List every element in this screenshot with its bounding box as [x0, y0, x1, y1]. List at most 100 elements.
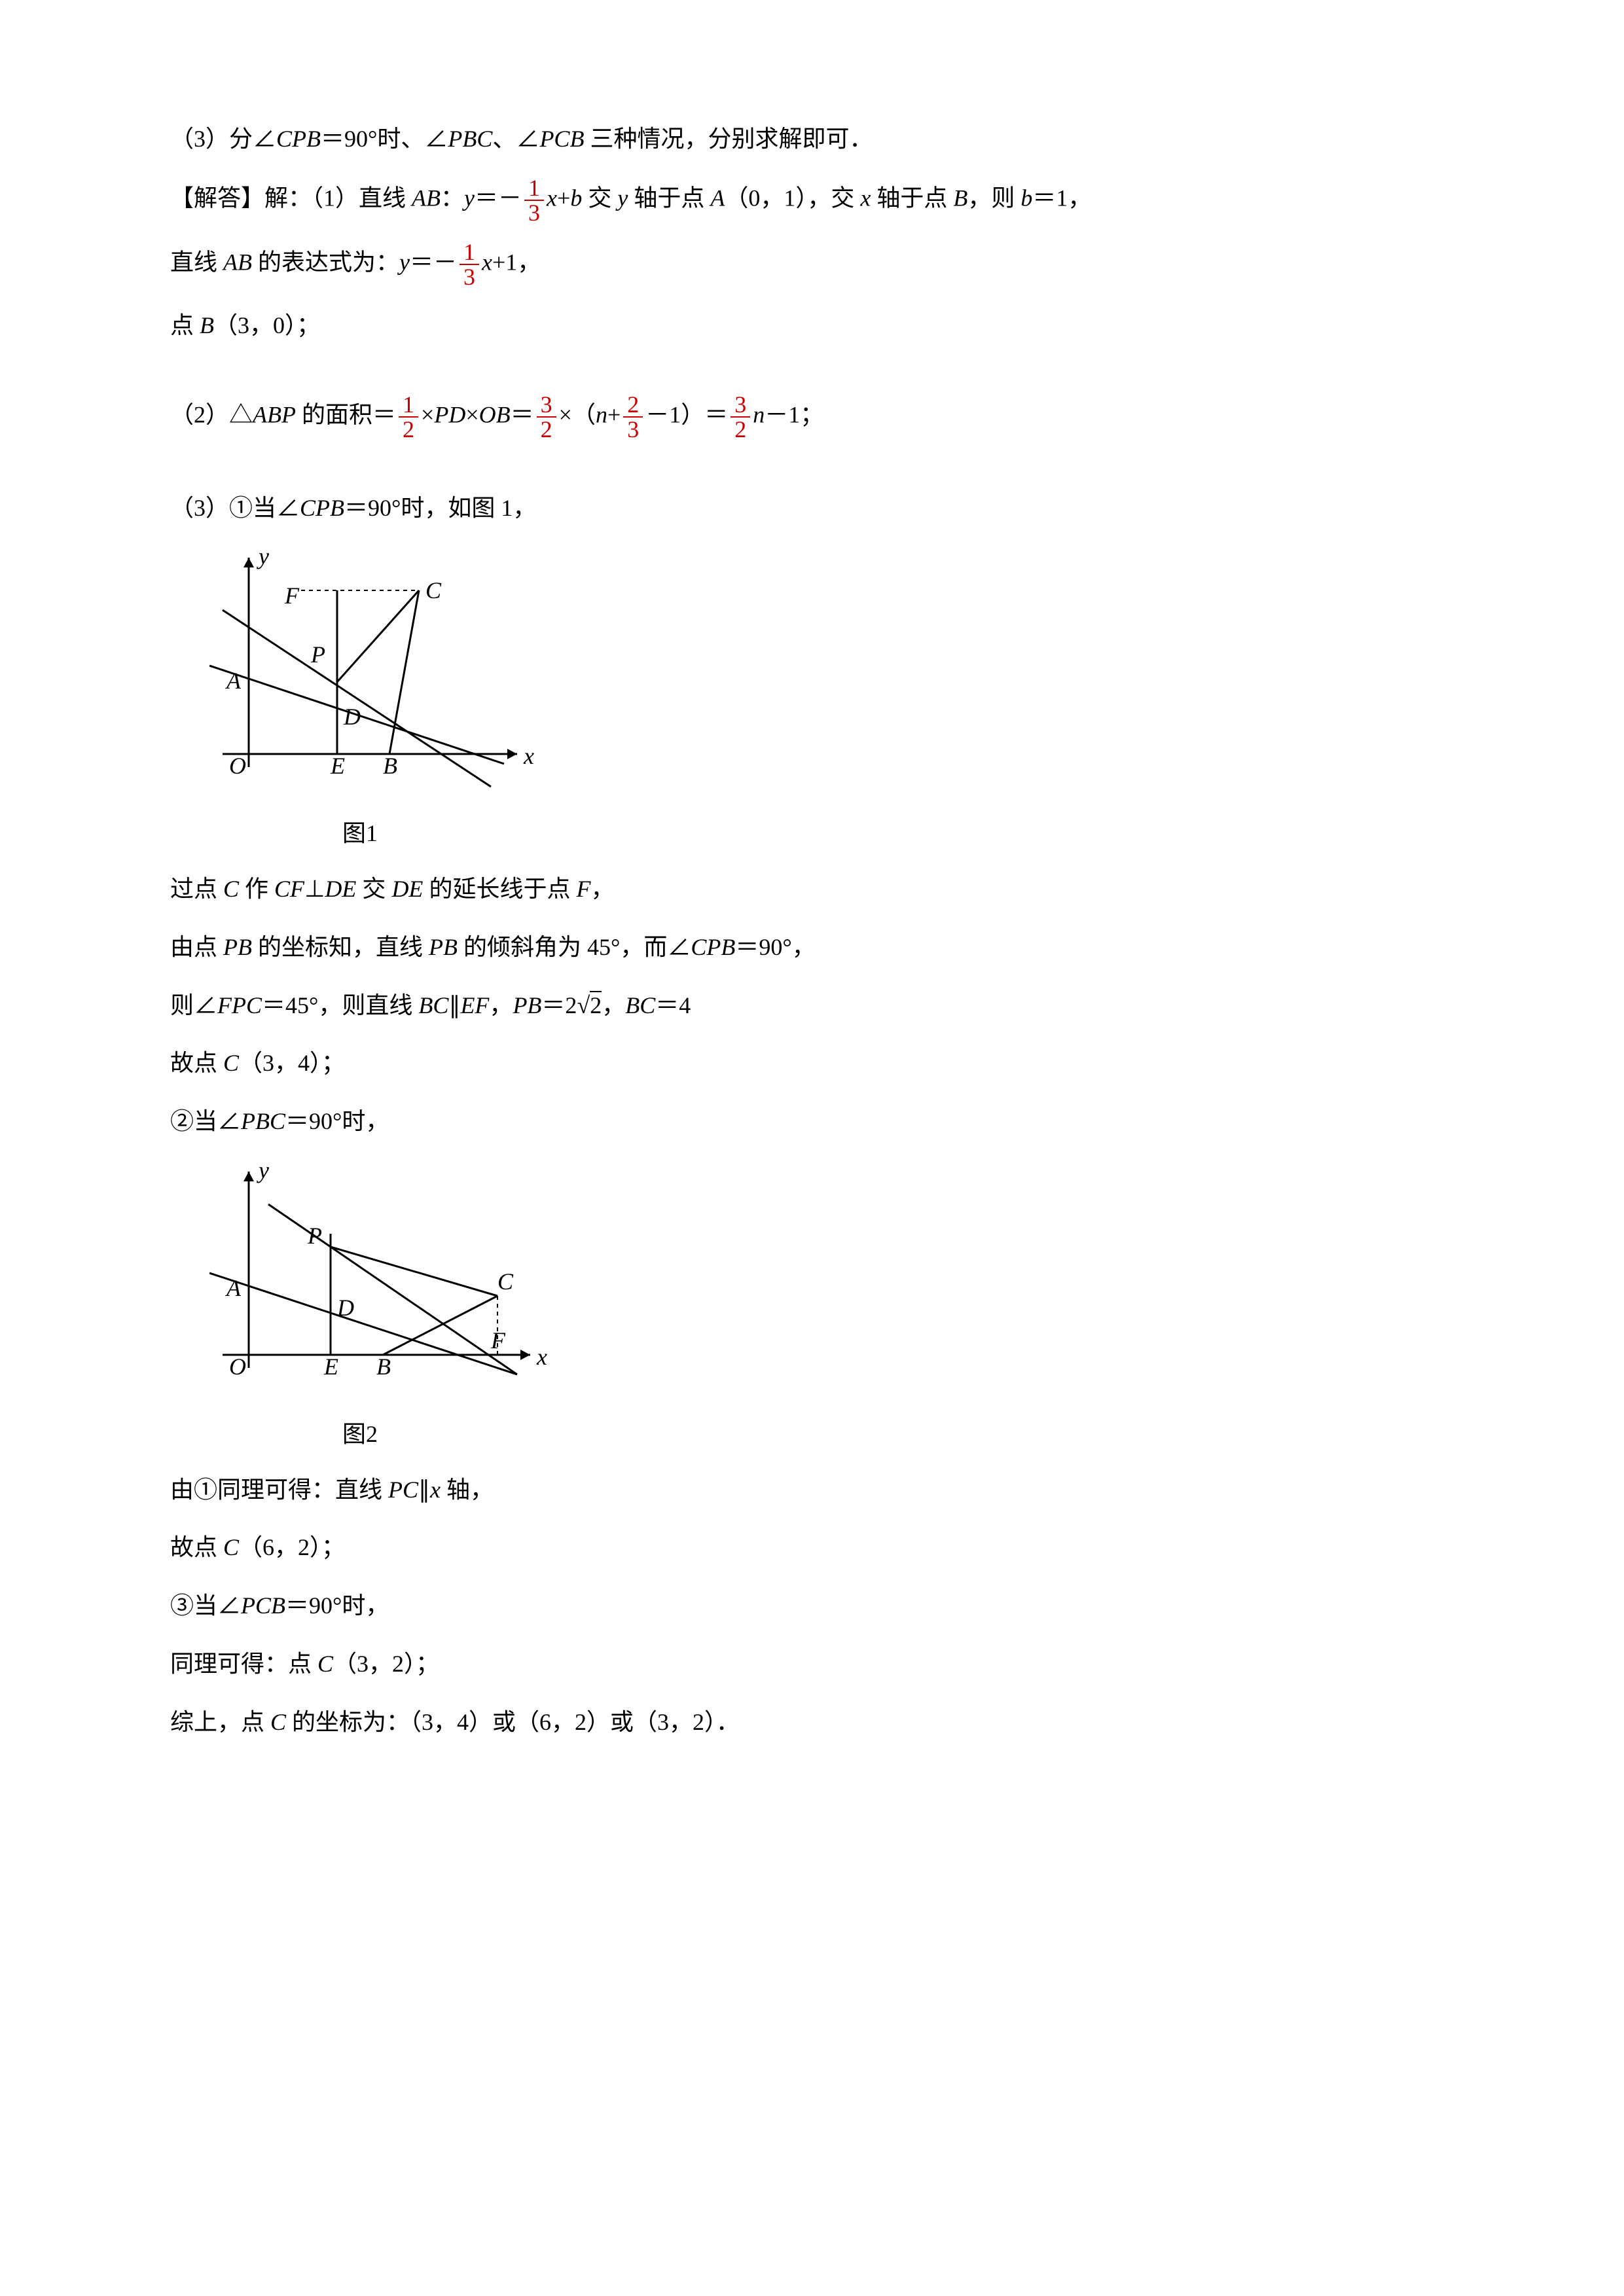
var-pc: PC [388, 1477, 418, 1503]
var-cpb: CPB [300, 495, 344, 521]
figure-1-svg: x y O E B D A P C F [209, 545, 537, 793]
svg-text:C: C [497, 1268, 514, 1295]
svg-text:P: P [310, 641, 325, 668]
solution-3-case3: ③当∠PCB＝90°时， [170, 1585, 1454, 1627]
denominator: 2 [399, 418, 418, 441]
text: ， [489, 992, 513, 1018]
var-c: C [223, 1050, 239, 1076]
figure-2-caption: 图2 [209, 1413, 511, 1456]
denominator: 2 [537, 418, 556, 441]
svg-text:D: D [343, 704, 361, 730]
var-cf: CF [274, 876, 304, 902]
text: 同理可得：点 [170, 1651, 317, 1677]
var-y: y [399, 249, 410, 275]
solution-3-line-a: 过点 C 作 CF⊥DE 交 DE 的延长线于点 F， [170, 868, 1454, 910]
text: （2）△ [170, 401, 253, 427]
svg-text:D: D [336, 1295, 354, 1321]
solution-3-case1: （3）①当∠CPB＝90°时，如图 1， [170, 487, 1454, 529]
text: ＝90°时、∠ [321, 126, 448, 152]
var-b: b [570, 185, 582, 211]
figure-2-svg: x y O E B A D P C F [209, 1158, 550, 1394]
var-b: B [953, 185, 967, 211]
denominator: 3 [460, 265, 479, 289]
text: ＝－ [410, 249, 457, 275]
var-f: F [576, 876, 590, 902]
var-c: C [223, 1534, 239, 1560]
solution-3-case2-b: 故点 C（6，2）； [170, 1526, 1454, 1569]
var-pb: PB [223, 934, 252, 960]
var-x: x [860, 185, 871, 211]
svg-text:y: y [257, 545, 269, 569]
var-pb: PB [429, 934, 458, 960]
var-b: b [1020, 185, 1032, 211]
text: ＝90°， [735, 934, 815, 960]
text: 故点 [170, 1050, 223, 1076]
svg-text:C: C [425, 577, 442, 603]
solution-3-line-c: 则∠FPC＝45°，则直线 BC∥EF，PB＝2√2，BC＝4 [170, 984, 1454, 1027]
text: +1， [492, 249, 541, 275]
text: × [421, 401, 434, 427]
var-fpc: FPC [217, 992, 262, 1018]
var-pcb: PCB [241, 1592, 285, 1619]
denominator: 3 [623, 418, 643, 441]
var-cpb: CPB [276, 126, 321, 152]
paragraph-3-intro: （3）分∠CPB＝90°时、∠PBC、∠PCB 三种情况，分别求解即可． [170, 118, 1454, 160]
svg-text:O: O [229, 753, 246, 779]
text: ＝90°时， [285, 1108, 389, 1134]
var-pbc: PBC [241, 1108, 285, 1134]
var-ef: EF [460, 992, 489, 1018]
text: + [607, 401, 621, 427]
var-n: n [596, 401, 607, 427]
text: ， [590, 876, 614, 902]
text: × [465, 401, 478, 427]
text: 轴于点 [628, 185, 710, 211]
svg-text:y: y [257, 1158, 269, 1183]
solution-1-line3: 点 B（3，0）； [170, 304, 1454, 347]
text: 的面积＝ [296, 401, 396, 427]
text: 【解答】解：（1）直线 [170, 185, 412, 211]
text: 则∠ [170, 992, 217, 1018]
text: （3）分∠ [170, 126, 276, 152]
text: 轴于点 [871, 185, 953, 211]
solution-3-summary: 综上，点 C 的坐标为：（3，4）或（6，2）或（3，2）． [170, 1701, 1454, 1744]
var-y: y [464, 185, 475, 211]
text: （3）①当∠ [170, 495, 300, 521]
var-ab: AB [223, 249, 252, 275]
svg-text:x: x [536, 1344, 547, 1370]
text: 由①同理可得：直线 [170, 1477, 388, 1503]
var-n: n [753, 401, 765, 427]
text: ＝－ [475, 185, 522, 211]
var-bc: BC [625, 992, 655, 1018]
var-c: C [317, 1651, 333, 1677]
var-a: A [710, 185, 725, 211]
text: 故点 [170, 1534, 223, 1560]
text: （6，2）； [239, 1534, 345, 1560]
svg-text:E: E [323, 1354, 338, 1380]
solution-3-line-d: 故点 C（3，4）； [170, 1042, 1454, 1085]
fraction-1-3: 13 [524, 176, 544, 224]
text: 的坐标知，直线 [252, 934, 429, 960]
text: ： [441, 185, 464, 211]
numerator: 1 [399, 393, 418, 418]
var-pcb: PCB [539, 126, 584, 152]
text: －1； [765, 401, 823, 427]
text: 由点 [170, 934, 223, 960]
solution-3-case2: ②当∠PBC＝90°时， [170, 1100, 1454, 1143]
denominator: 3 [524, 201, 544, 224]
var-abp: ABP [253, 401, 296, 427]
var-x: x [430, 1477, 441, 1503]
text: ∥ [418, 1477, 430, 1503]
figure-1: x y O E B D A P C F 图1 [209, 545, 1454, 855]
svg-text:A: A [225, 668, 242, 694]
numerator: 3 [731, 393, 750, 418]
text: ＝2 [541, 992, 577, 1018]
fraction-3-2: 32 [731, 393, 750, 441]
var-c: C [223, 876, 239, 902]
var-pb: PB [513, 992, 541, 1018]
text: 的表达式为： [252, 249, 399, 275]
svg-text:O: O [229, 1354, 246, 1380]
solution-1-line2: 直线 AB 的表达式为：y＝－13x+1， [170, 240, 1454, 289]
fraction-2-3: 23 [623, 393, 643, 441]
var-c: C [270, 1709, 286, 1735]
text: ⊥ [304, 876, 325, 902]
